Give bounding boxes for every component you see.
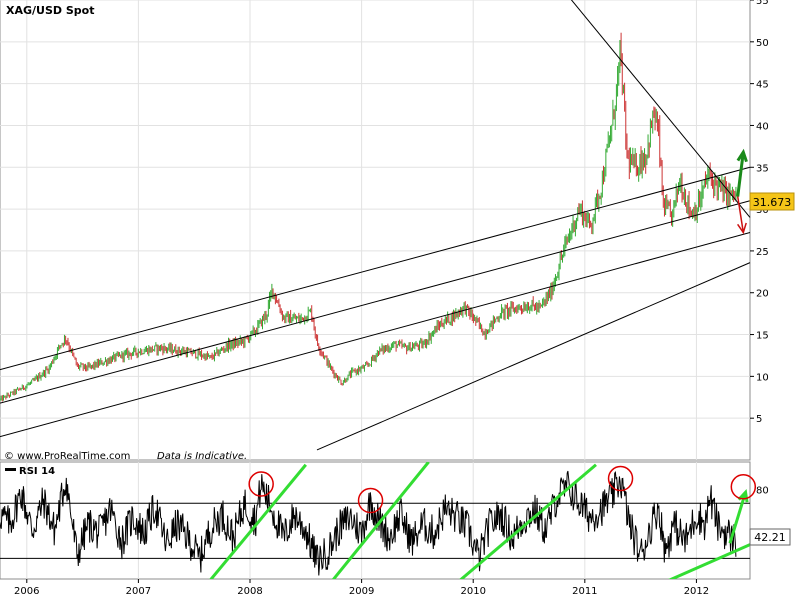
rsi-support-line xyxy=(209,463,307,579)
price-candles xyxy=(0,32,737,402)
rsi-overbought-circle xyxy=(357,487,384,514)
channel-trend-line xyxy=(570,0,751,218)
rsi-grid xyxy=(0,502,750,559)
channel-trend-line xyxy=(0,200,751,404)
y-tick-label: 25 xyxy=(756,247,769,258)
last-price-badge xyxy=(749,192,795,211)
y-tick-label: 55 xyxy=(756,0,769,7)
x-tick-label: 2009 xyxy=(349,586,374,597)
rsi-series xyxy=(0,470,737,576)
rsi-circles xyxy=(248,465,757,514)
y-tick-label: 10 xyxy=(756,372,769,383)
rsi-support-line xyxy=(668,543,750,579)
rsi-trend-lines xyxy=(209,462,750,579)
y-tick-label: 30 xyxy=(756,205,769,216)
y-tick-label: 35 xyxy=(756,163,769,174)
axes: 5 10 15 20 25 30 35 40 45 50 55 80 2006 2007 2008 2009 2… xyxy=(14,0,769,597)
x-tick-label: 2007 xyxy=(126,586,151,597)
rsi-support-line xyxy=(459,463,597,579)
rsi-legend-swatch xyxy=(5,468,16,471)
rsi-title: RSI 14 xyxy=(19,466,55,477)
x-tick-label: 2006 xyxy=(14,586,39,597)
channel-trend-line xyxy=(316,262,751,451)
x-tick-label: 2011 xyxy=(572,586,597,597)
channel-trend-line xyxy=(0,166,751,371)
y-tick-label: 50 xyxy=(756,38,769,49)
x-tick-label: 2010 xyxy=(460,586,485,597)
price-arrows xyxy=(736,148,748,235)
y-tick-label: 5 xyxy=(756,414,762,425)
rsi-trend-group xyxy=(209,462,750,579)
price-trend-lines xyxy=(0,0,751,451)
rsi-overbought-circle xyxy=(607,465,634,492)
bearish-arrow xyxy=(736,196,745,233)
footer-note: Data is Indicative. xyxy=(157,451,247,462)
y-tick-label: 40 xyxy=(756,121,769,132)
last-price-label: 31.673 xyxy=(753,196,792,209)
bullish-arrow-head xyxy=(736,148,748,163)
rsi-bullish-arrow xyxy=(728,491,747,544)
rsi-tick-label: 80 xyxy=(756,486,769,497)
last-rsi-badge xyxy=(749,528,791,546)
y-tick-label: 15 xyxy=(756,331,769,342)
channel-trend-line xyxy=(0,232,751,438)
rsi-support-line xyxy=(331,462,430,579)
bullish-arrow xyxy=(736,152,745,197)
footer-credit: © www.ProRealTime.com xyxy=(4,451,130,462)
chart-title: XAG/USD Spot xyxy=(6,4,94,17)
x-tick-label: 2008 xyxy=(237,586,262,597)
y-tick-label: 20 xyxy=(756,289,769,300)
last-rsi-label: 42.21 xyxy=(754,531,786,544)
main-panel xyxy=(0,0,751,461)
bearish-arrow-head xyxy=(737,222,747,235)
rsi-overbought-circle xyxy=(248,471,274,497)
rsi-line xyxy=(0,470,737,576)
x-tick-label: 2012 xyxy=(684,586,709,597)
rsi-overbought-circle xyxy=(730,474,757,500)
y-tick-label: 45 xyxy=(756,80,769,91)
